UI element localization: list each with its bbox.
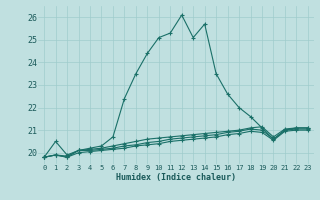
X-axis label: Humidex (Indice chaleur): Humidex (Indice chaleur) xyxy=(116,173,236,182)
